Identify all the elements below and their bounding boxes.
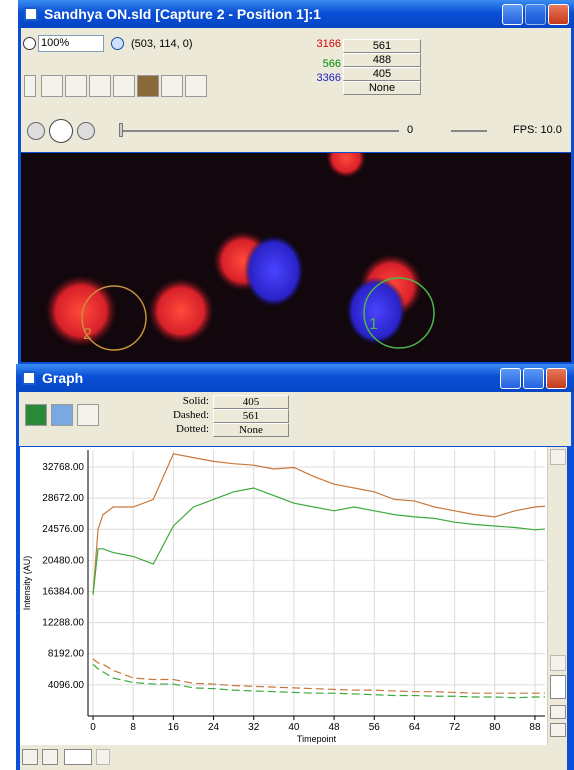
tool-button[interactable] — [24, 75, 36, 97]
x-tick-label: 80 — [489, 722, 501, 733]
data-line — [93, 659, 545, 693]
roi-label: 2 — [83, 326, 92, 343]
frame-slider[interactable] — [121, 130, 399, 132]
y-tick-label: 24576.00 — [42, 524, 84, 535]
zoom-out-vertical[interactable] — [550, 723, 566, 737]
graph-window: Graph Solid: Dashed: Dotted: 405 561 Non… — [16, 364, 574, 770]
channel-value: 3366 — [291, 72, 341, 84]
toolbar: 100% (503, 114, 0) 3166 566 3366 561 488… — [21, 28, 571, 152]
maximize-button[interactable] — [523, 368, 544, 389]
rewind-button[interactable] — [27, 122, 45, 140]
x-tick-label: 8 — [130, 722, 136, 733]
channel-value: 566 — [291, 58, 341, 70]
roi-label: 1 — [369, 316, 378, 333]
graph-toolbar: Solid: Dashed: Dotted: 405 561 None — [19, 392, 571, 446]
y-tick-label: 16384.00 — [42, 586, 84, 597]
y-tick-label: 20480.00 — [42, 555, 84, 566]
zoom-select[interactable]: 100% — [38, 35, 104, 52]
cell — [45, 275, 117, 347]
x-tick-label: 40 — [288, 722, 300, 733]
window-title: Graph — [42, 370, 83, 386]
x-tick-label: 16 — [168, 722, 180, 733]
tool-button[interactable] — [185, 75, 207, 97]
microscopy-image: 1 2 — [21, 153, 571, 362]
nucleus — [244, 235, 304, 307]
x-axis-label: Timepoint — [297, 734, 337, 744]
y-tick-label: 12288.00 — [42, 618, 84, 629]
zoom-out-horizontal[interactable] — [42, 749, 58, 765]
fps: FPS: 10.0 — [513, 124, 562, 136]
dashed-label: Dashed: — [149, 409, 209, 421]
channel-button[interactable]: 488 — [343, 53, 421, 67]
close-button[interactable] — [548, 4, 569, 25]
dotted-button[interactable]: None — [213, 423, 289, 437]
x-tick-label: 32 — [248, 722, 260, 733]
y-axis-label: Intensity (AU) — [22, 556, 32, 611]
copy-button[interactable] — [51, 404, 73, 426]
image-window: Sandhya ON.sld [Capture 2 - Position 1]:… — [18, 0, 574, 364]
horizontal-scrollbar[interactable] — [20, 745, 567, 770]
y-tick-label: 32768.00 — [42, 462, 84, 473]
tool-button[interactable] — [41, 75, 63, 97]
title-bar: Graph — [16, 364, 574, 392]
forward-button[interactable] — [77, 122, 95, 140]
zoom-in-vertical[interactable] — [550, 705, 566, 719]
x-tick-label: 24 — [208, 722, 220, 733]
y-tick-label: 4096.00 — [48, 680, 85, 691]
x-tick-label: 56 — [369, 722, 381, 733]
close-button[interactable] — [546, 368, 567, 389]
play-button[interactable] — [49, 119, 73, 143]
dotted-label: Dotted: — [149, 423, 209, 435]
frame-number: 0 — [407, 124, 413, 136]
x-tick-label: 72 — [449, 722, 461, 733]
fit-vertical[interactable] — [550, 675, 566, 699]
cell — [148, 278, 214, 344]
scroll-up[interactable] — [550, 449, 566, 465]
channel-button[interactable]: 561 — [343, 39, 421, 53]
dashed-button[interactable]: 561 — [213, 409, 289, 423]
print-button[interactable] — [77, 404, 99, 426]
tool-button[interactable] — [65, 75, 87, 97]
y-tick-label: 28672.00 — [42, 493, 84, 504]
data-line — [93, 488, 545, 594]
minimize-button[interactable] — [500, 368, 521, 389]
window-icon — [24, 7, 38, 21]
slider-thumb[interactable] — [119, 123, 123, 137]
tool-button[interactable] — [113, 75, 135, 97]
zoom-in-horizontal[interactable] — [22, 749, 38, 765]
solid-button[interactable]: 405 — [213, 395, 289, 409]
maximize-button[interactable] — [525, 4, 546, 25]
chart: 4096.00 8192.00 12288.00 16384.00 20480.00 24… — [20, 447, 547, 745]
channel-button[interactable]: None — [343, 81, 421, 95]
x-tick-label: 48 — [329, 722, 341, 733]
window-icon — [22, 371, 36, 385]
tool-button[interactable] — [137, 75, 159, 97]
scroll-left[interactable] — [96, 749, 110, 765]
y-tick-label: 8192.00 — [48, 649, 85, 660]
fit-horizontal[interactable] — [64, 749, 92, 765]
window-title: Sandhya ON.sld [Capture 2 - Position 1]:… — [44, 6, 321, 22]
tool-button[interactable] — [161, 75, 183, 97]
page: Sandhya ON.sld [Capture 2 - Position 1]:… — [0, 0, 574, 770]
coordinates: (503, 114, 0) — [131, 38, 193, 50]
x-tick-label: 0 — [90, 722, 96, 733]
scroll-down[interactable] — [550, 655, 566, 671]
x-tick-label: 64 — [409, 722, 421, 733]
title-bar: Sandhya ON.sld [Capture 2 - Position 1]:… — [18, 0, 574, 28]
vertical-scrollbar[interactable] — [547, 447, 567, 745]
channel-value: 3166 — [291, 38, 341, 50]
channel-button[interactable]: 405 — [343, 67, 421, 81]
zoom-in[interactable] — [111, 37, 124, 50]
fps-slider[interactable] — [451, 130, 487, 132]
x-tick-label: 88 — [529, 722, 541, 733]
export-excel[interactable] — [25, 404, 47, 426]
solid-label: Solid: — [149, 395, 209, 407]
tool-button[interactable] — [89, 75, 111, 97]
minimize-button[interactable] — [502, 4, 523, 25]
zoom-out[interactable] — [23, 37, 36, 50]
